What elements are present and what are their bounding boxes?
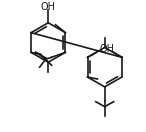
Text: OH: OH [99,44,114,54]
Text: OH: OH [41,2,56,12]
